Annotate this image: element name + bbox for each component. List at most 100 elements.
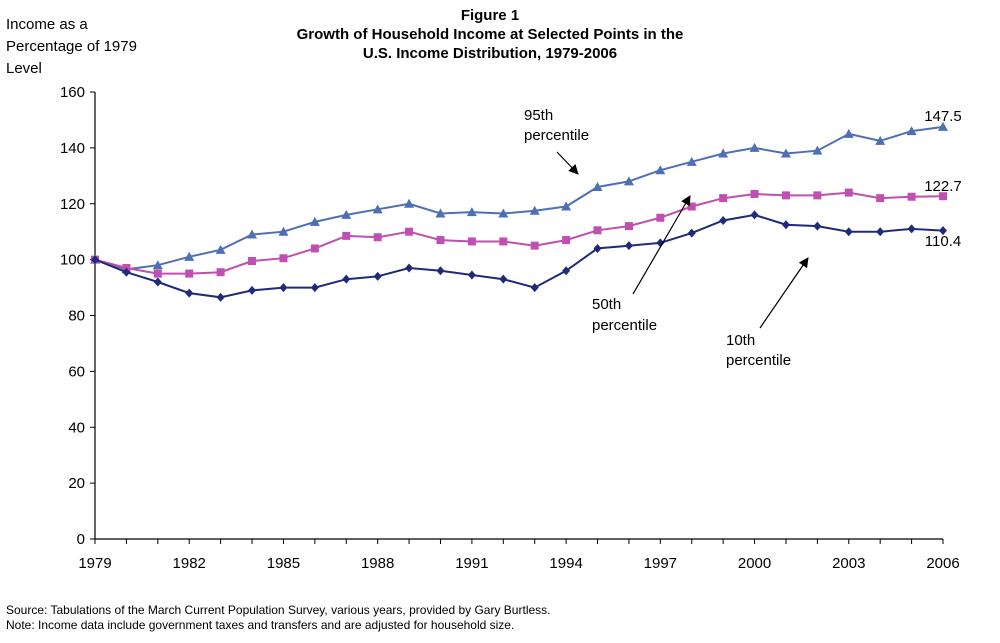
point-50th <box>719 194 728 203</box>
point-50th <box>342 231 351 240</box>
point-95th <box>749 142 760 152</box>
arrow-95th <box>556 151 579 175</box>
point-10th <box>624 241 633 251</box>
point-10th <box>310 283 319 293</box>
x-tick-label: 1988 <box>361 555 394 572</box>
label-50th-line-1: 50th <box>592 296 621 313</box>
y-axis-label-line-3: Level <box>6 60 42 77</box>
point-95th <box>184 251 195 261</box>
label-95th-line-2: percentile <box>524 127 589 144</box>
label-95th-line-1: 95th <box>524 107 553 124</box>
label-10th-line-2: percentile <box>726 352 791 369</box>
point-10th <box>436 266 445 276</box>
point-95th <box>718 148 729 158</box>
end-label-10th: 110.4 <box>925 233 961 250</box>
x-tick-label: 1979 <box>78 555 111 572</box>
point-95th <box>875 135 886 145</box>
point-95th <box>780 148 791 158</box>
end-label-50th: 122.7 <box>924 178 962 195</box>
point-95th <box>435 208 446 218</box>
x-tick-label: 1982 <box>173 555 206 572</box>
point-95th <box>561 201 572 211</box>
point-50th <box>907 192 916 201</box>
point-10th <box>216 292 225 302</box>
point-10th <box>750 210 759 220</box>
x-tick-label: 1997 <box>644 555 677 572</box>
title-line-2: Growth of Household Income at Selected P… <box>296 26 684 43</box>
point-50th <box>939 192 947 201</box>
point-95th <box>623 176 634 186</box>
series-10th <box>91 210 947 302</box>
x-tick-label: 1994 <box>549 555 582 572</box>
point-10th <box>499 274 508 284</box>
point-95th <box>592 181 603 191</box>
point-95th <box>843 128 854 138</box>
x-tick-label: 1991 <box>455 555 488 572</box>
point-10th <box>907 224 916 234</box>
point-95th <box>529 205 540 215</box>
axes: 0 20 40 60 80 100 120 140 160 1979 1982 1985 1988 199… <box>60 84 960 572</box>
point-50th <box>279 254 288 263</box>
point-10th <box>467 270 476 280</box>
x-tick-label: 2006 <box>926 555 959 572</box>
point-95th <box>906 126 917 136</box>
point-10th <box>373 271 382 281</box>
point-10th <box>122 267 131 277</box>
x-tick-label: 2003 <box>832 555 865 572</box>
y-tick-label: 80 <box>68 308 85 325</box>
point-10th <box>530 283 539 293</box>
point-10th <box>781 220 790 230</box>
chart-title: Figure 1 Growth of Household Income at S… <box>250 6 730 63</box>
point-50th <box>153 269 162 278</box>
y-tick-label: 60 <box>68 363 85 380</box>
label-10th-line-1: 10th <box>726 332 755 349</box>
point-10th <box>153 277 162 287</box>
point-50th <box>844 188 853 197</box>
point-95th <box>247 229 258 239</box>
point-50th <box>593 226 602 235</box>
y-tick-label: 100 <box>60 252 85 269</box>
point-95th <box>498 208 509 218</box>
point-95th <box>404 198 415 208</box>
point-10th <box>593 243 602 253</box>
point-95th <box>466 207 477 217</box>
point-95th <box>278 226 289 236</box>
point-95th <box>812 145 823 155</box>
arrow-50th <box>632 195 691 295</box>
point-10th <box>844 227 853 237</box>
label-50th-line-2: percentile <box>592 317 657 334</box>
point-10th <box>248 285 257 295</box>
point-10th <box>342 274 351 284</box>
point-10th <box>656 238 665 248</box>
source-note: Source: Tabulations of the March Current… <box>6 603 551 617</box>
point-10th <box>91 255 99 265</box>
point-95th <box>341 209 352 219</box>
point-50th <box>310 244 319 253</box>
point-10th <box>185 288 194 298</box>
point-50th <box>248 257 257 266</box>
point-50th <box>813 191 822 200</box>
point-50th <box>373 233 382 242</box>
annotations: 147.5 122.7 110.4 95th percentile 50th p… <box>524 107 962 369</box>
title-line-1: Figure 1 <box>460 7 520 24</box>
point-50th <box>530 241 539 250</box>
point-10th <box>939 226 947 236</box>
title-line-3: U.S. Income Distribution, 1979-2006 <box>362 45 618 62</box>
point-10th <box>279 283 288 293</box>
y-tick-label: 0 <box>77 531 85 548</box>
point-50th <box>876 194 885 203</box>
point-10th <box>562 266 571 276</box>
point-50th <box>405 227 414 236</box>
footnotes: Source: Tabulations of the March Current… <box>6 603 551 633</box>
arrow-10th <box>759 257 809 329</box>
end-label-95th: 147.5 <box>924 108 962 125</box>
point-95th <box>152 260 163 270</box>
point-95th <box>372 204 383 214</box>
y-tick-label: 40 <box>68 419 85 436</box>
series-layer <box>90 121 948 302</box>
y-axis-label: Income as a Percentage of 1979 Level <box>6 14 137 80</box>
point-50th <box>436 236 445 245</box>
point-50th <box>185 269 194 278</box>
y-tick-label: 120 <box>60 196 85 213</box>
